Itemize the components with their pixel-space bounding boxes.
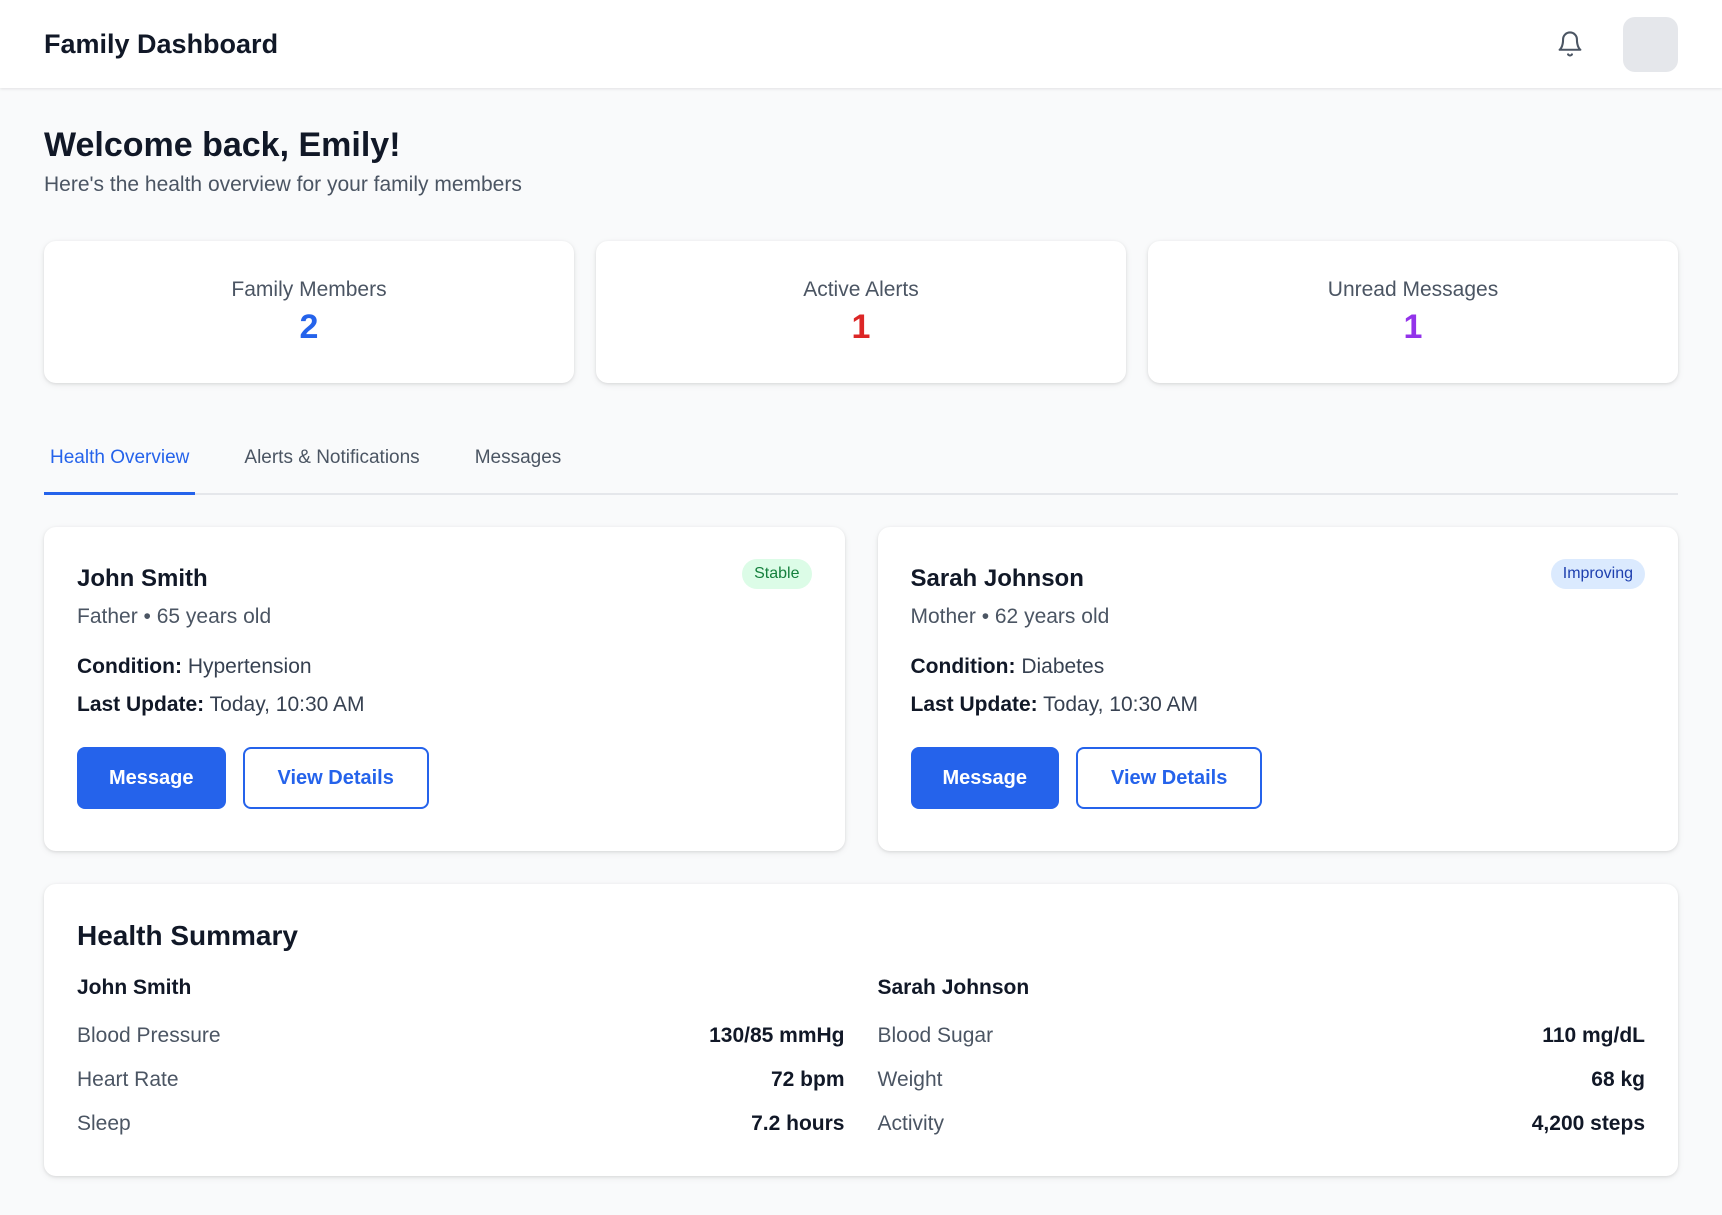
last-update-row: Last Update: Today, 10:30 AM: [911, 693, 1646, 717]
summary-title: Health Summary: [77, 920, 298, 951]
metric-row: Blood Pressure 130/85 mmHg: [77, 1014, 845, 1058]
main-content: Welcome back, Emily! Here's the health o…: [0, 126, 1722, 1176]
metric-value: 130/85 mmHg: [709, 1024, 845, 1047]
tab-alerts-notifications[interactable]: Alerts & Notifications: [244, 447, 420, 468]
condition-row: Condition: Diabetes: [911, 655, 1646, 679]
tab-bar: Health Overview Alerts & Notifications M…: [44, 429, 1678, 495]
stat-value: 1: [851, 307, 871, 346]
header-actions: [1553, 16, 1678, 72]
top-header: Family Dashboard: [0, 0, 1722, 88]
bell-icon[interactable]: [1553, 27, 1587, 61]
member-name: John Smith: [77, 565, 208, 592]
view-details-button[interactable]: View Details: [242, 747, 429, 809]
member-meta: Father • 65 years old: [77, 605, 272, 628]
member-cards: Stable John Smith Father • 65 years old …: [44, 527, 1678, 851]
metric-label: Sleep: [77, 1112, 131, 1135]
stats-row: Family Members 2 Active Alerts 1 Unread …: [44, 241, 1678, 383]
stat-value: 2: [299, 307, 319, 346]
summary-person-name: John Smith: [77, 976, 192, 999]
metric-label: Weight: [877, 1068, 943, 1091]
last-update-row: Last Update: Today, 10:30 AM: [77, 693, 812, 717]
message-button[interactable]: Message: [910, 747, 1059, 809]
metric-row: Heart Rate 72 bpm: [77, 1058, 845, 1102]
condition-label: Condition:: [910, 655, 1016, 678]
tab-messages[interactable]: Messages: [474, 447, 562, 468]
metric-label: Activity: [877, 1112, 945, 1135]
member-card-john-smith: Stable John Smith Father • 65 years old …: [44, 527, 845, 851]
metric-value: 7.2 hours: [751, 1112, 845, 1135]
member-card-sarah-johnson: Improving Sarah Johnson Mother • 62 year…: [877, 527, 1678, 851]
metric-label: Heart Rate: [77, 1068, 179, 1091]
status-badge: Stable: [742, 559, 812, 589]
metric-row: Activity 4,200 steps: [878, 1102, 1646, 1146]
member-actions: Message View Details: [77, 747, 812, 809]
status-badge: Improving: [1550, 559, 1645, 589]
stat-label: Family Members: [231, 277, 387, 301]
stat-card-family-members: Family Members 2: [44, 241, 574, 383]
stat-label: Active Alerts: [803, 277, 919, 301]
summary-col-john-smith: John Smith Blood Pressure 130/85 mmHg He…: [77, 976, 845, 1146]
message-button[interactable]: Message: [77, 747, 226, 809]
metric-row: Sleep 7.2 hours: [77, 1102, 845, 1146]
summary-col-sarah-johnson: Sarah Johnson Blood Sugar 110 mg/dL Weig…: [878, 976, 1646, 1146]
view-details-button[interactable]: View Details: [1076, 747, 1263, 809]
metric-value: 68 kg: [1591, 1068, 1645, 1091]
metric-row: Weight 68 kg: [878, 1058, 1646, 1102]
member-name: Sarah Johnson: [910, 565, 1084, 592]
last-update-label: Last Update:: [910, 693, 1038, 716]
app-title: Family Dashboard: [44, 28, 279, 59]
last-update-label: Last Update:: [77, 693, 205, 716]
metric-label: Blood Sugar: [877, 1024, 994, 1047]
metric-row: Blood Sugar 110 mg/dL: [878, 1014, 1646, 1058]
stat-value: 1: [1403, 307, 1423, 346]
metric-value: 110 mg/dL: [1542, 1024, 1645, 1047]
avatar[interactable]: [1623, 16, 1678, 72]
metric-value: 4,200 steps: [1531, 1112, 1645, 1135]
summary-columns: John Smith Blood Pressure 130/85 mmHg He…: [77, 976, 1645, 1146]
tab-health-overview[interactable]: Health Overview: [44, 429, 196, 495]
metric-label: Blood Pressure: [77, 1024, 221, 1047]
last-update-value: Today, 10:30 AM: [1043, 693, 1199, 716]
condition-row: Condition: Hypertension: [77, 655, 812, 679]
page-subtitle: Here's the health overview for your fami…: [44, 173, 522, 196]
summary-person-name: Sarah Johnson: [877, 976, 1030, 999]
stat-card-active-alerts: Active Alerts 1: [596, 241, 1126, 383]
health-summary-card: Health Summary John Smith Blood Pressure…: [44, 884, 1678, 1176]
member-meta: Mother • 62 years old: [910, 605, 1110, 628]
condition-value: Diabetes: [1021, 655, 1105, 678]
condition-label: Condition:: [77, 655, 182, 678]
metric-value: 72 bpm: [770, 1068, 845, 1091]
last-update-value: Today, 10:30 AM: [209, 693, 365, 716]
page-title: Welcome back, Emily!: [44, 126, 401, 164]
condition-value: Hypertension: [187, 655, 312, 678]
member-actions: Message View Details: [910, 747, 1646, 809]
stat-card-unread-messages: Unread Messages 1: [1148, 241, 1678, 383]
stat-label: Unread Messages: [1327, 277, 1499, 301]
